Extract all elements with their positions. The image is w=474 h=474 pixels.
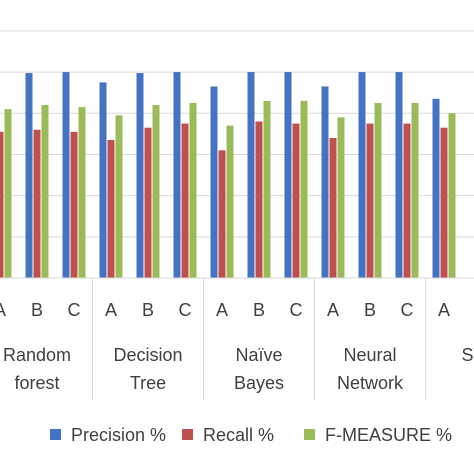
x-tick-label: B — [31, 300, 43, 320]
bar — [292, 123, 300, 278]
bar — [448, 113, 456, 278]
bar — [411, 102, 419, 279]
bar — [62, 72, 70, 279]
bar — [284, 72, 292, 279]
x-tick-label: B — [253, 300, 265, 320]
bar — [173, 72, 181, 279]
x-tick-label: A — [0, 300, 6, 320]
bar — [321, 86, 329, 278]
bar — [329, 137, 337, 278]
bar — [78, 107, 86, 278]
bar — [181, 123, 189, 278]
bar — [255, 121, 263, 278]
bar — [144, 127, 152, 278]
bar — [115, 115, 123, 279]
bar — [218, 150, 226, 278]
group-label: Random forest — [3, 345, 71, 393]
legend-swatch — [182, 429, 193, 440]
x-tick-label: C — [68, 300, 81, 320]
legend-label: F-MEASURE % — [325, 425, 452, 445]
bar — [99, 82, 107, 279]
bar — [337, 117, 345, 278]
bar — [189, 102, 197, 279]
x-tick-label: B — [364, 300, 376, 320]
bar — [70, 131, 78, 278]
bar — [152, 105, 160, 279]
bar — [25, 73, 33, 279]
bar — [374, 102, 382, 279]
bar — [247, 72, 255, 279]
x-tick-label: C — [290, 300, 303, 320]
bar — [136, 73, 144, 279]
bar — [432, 98, 440, 278]
bar — [440, 127, 448, 278]
x-tick-label: C — [179, 300, 192, 320]
x-tick-label: A — [105, 300, 117, 320]
bar — [41, 105, 49, 279]
bar — [358, 72, 366, 279]
bar — [4, 109, 12, 278]
x-tick-label: C — [401, 300, 414, 320]
x-tick-label: A — [327, 300, 339, 320]
group-label: SVM — [461, 345, 474, 365]
x-tick-label: A — [438, 300, 450, 320]
legend-label: Recall % — [203, 425, 274, 445]
bar — [300, 100, 308, 278]
bar — [403, 123, 411, 278]
bar — [226, 125, 234, 279]
bar — [33, 129, 41, 278]
bar — [210, 86, 218, 278]
legend-swatch — [50, 429, 61, 440]
bar — [263, 100, 271, 278]
bar — [366, 123, 374, 278]
x-tick-label: B — [142, 300, 154, 320]
group-label: Naïve Bayes — [234, 345, 284, 393]
bar — [107, 140, 115, 278]
legend-swatch — [304, 429, 315, 440]
x-tick-label: A — [216, 300, 228, 320]
group-label: Decision Tree — [113, 345, 182, 393]
bar — [0, 131, 4, 278]
bar — [395, 72, 403, 279]
legend-label: Precision % — [71, 425, 166, 445]
group-label: Neural Network — [337, 345, 404, 393]
